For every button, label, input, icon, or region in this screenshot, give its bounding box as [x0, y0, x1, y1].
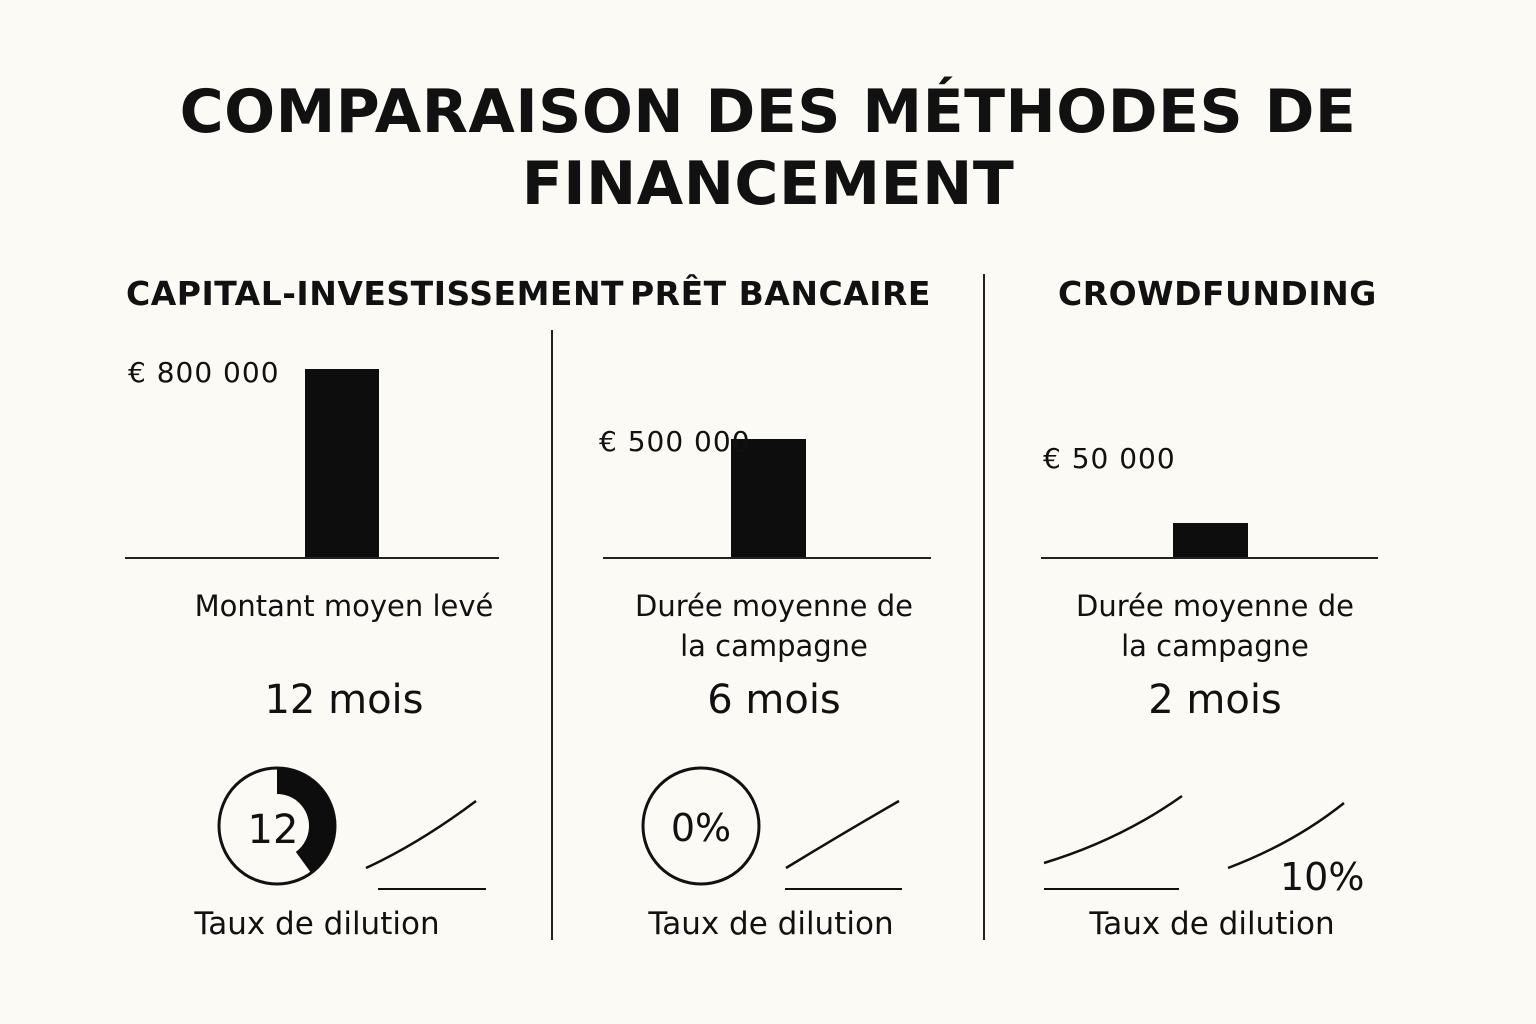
- dilution-label-capital: Taux de dilution: [194, 906, 440, 942]
- trend-line: [785, 799, 900, 870]
- category-label-pret: PRÊT BANCAIRE: [630, 274, 931, 313]
- chart-title: COMPARAISON DES MÉTHODES DE FINANCEMENT: [0, 76, 1536, 220]
- trend-line: [365, 799, 477, 870]
- column-divider: [983, 274, 985, 940]
- dilution-value-crowdfunding: 10%: [1280, 855, 1365, 899]
- trend-curve-capital: [365, 799, 486, 890]
- dilution-gauge-hole: [245, 794, 309, 858]
- dilution-gauge-text-pret: 0%: [671, 806, 731, 850]
- category-label-crowdfunding: CROWDFUNDING: [1058, 274, 1377, 313]
- chart-title-line2: FINANCEMENT: [521, 149, 1015, 219]
- bar-capital-investissement: [305, 369, 379, 557]
- bar-crowdfunding: [1173, 523, 1248, 557]
- dilution-label-crowdfunding: Taux de dilution: [1089, 906, 1335, 942]
- category-label-capital: CAPITAL-INVESTISSEMENT: [126, 274, 625, 313]
- data-label-capital: € 800 000: [128, 356, 280, 389]
- data-label-crowdfunding: € 50 000: [1043, 442, 1176, 475]
- bar-baseline: [125, 557, 499, 559]
- bar-baseline: [603, 557, 931, 559]
- metric-label-crowdfunding: Durée moyenne de la campagne: [1076, 589, 1354, 663]
- bar-baseline: [1041, 557, 1378, 559]
- trend-curve-crowdfunding-1: [1043, 794, 1183, 890]
- metric-label-pret: Durée moyenne de la campagne: [635, 589, 913, 663]
- dilution-gauge-ring: [641, 766, 761, 886]
- metric-label-capital: Montant moyen levé: [194, 589, 494, 623]
- dilution-gauge-capital: 12: [217, 766, 337, 886]
- metric-value-crowdfunding: 2 mois: [1148, 677, 1282, 723]
- trend-curve-crowdfunding-2: [1227, 802, 1345, 870]
- bar-pret-bancaire: [731, 439, 806, 557]
- metric-value-capital: 12 mois: [264, 677, 424, 723]
- chart-title-line1: COMPARAISON DES MÉTHODES DE: [179, 77, 1357, 147]
- trend-curve-pret: [785, 799, 902, 890]
- trend-line: [1043, 794, 1183, 865]
- column-divider: [551, 330, 553, 940]
- trend-line: [1227, 802, 1345, 870]
- metric-value-pret: 6 mois: [707, 677, 841, 723]
- data-label-pret: € 500 000: [599, 425, 751, 458]
- dilution-gauge-text-capital: 12: [248, 807, 299, 853]
- dilution-gauge-pret: 0%: [641, 766, 761, 886]
- dilution-label-pret: Taux de dilution: [648, 906, 894, 942]
